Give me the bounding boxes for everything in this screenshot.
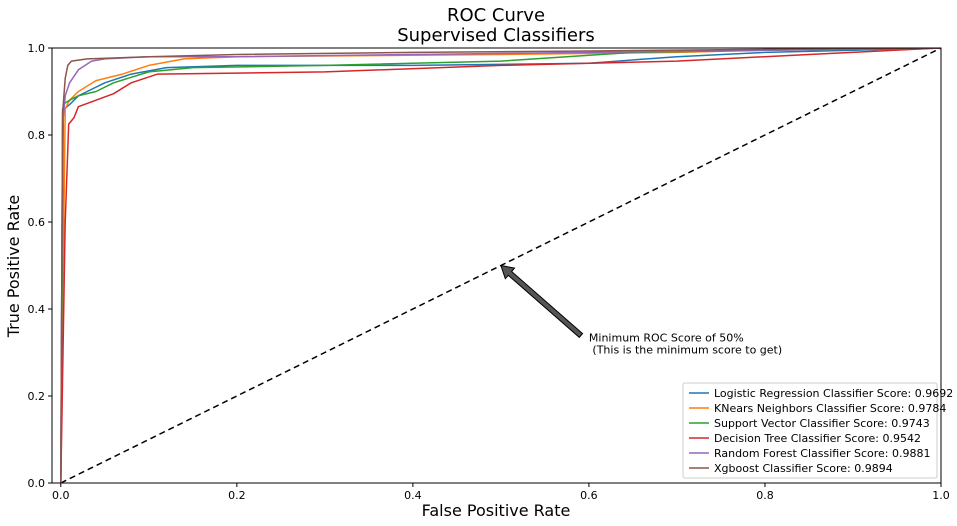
x-tick-label: 1.0	[932, 489, 950, 502]
annotation-arrow	[500, 264, 584, 339]
roc-line-series-3	[60, 48, 941, 483]
legend: Logistic Regression Classifier Score: 0.…	[682, 382, 953, 479]
y-axis-label: True Positive Rate	[4, 195, 23, 339]
legend-label-series-5: Random Forest Classifier Score: 0.9881	[714, 447, 931, 460]
plot-area: Minimum ROC Score of 50% (This is the mi…	[51, 47, 942, 484]
roc-line-series-6	[60, 48, 941, 483]
y-tick-label: 0.0	[28, 477, 46, 490]
x-axis-ticks: 0.0 0.2 0.4 0.6 0.8 1.0	[52, 483, 950, 502]
annotation-text-line1: Minimum ROC Score of 50%	[589, 332, 744, 345]
chart-title-line2: Supervised Classifiers	[397, 25, 595, 46]
x-tick-label: 0.2	[228, 489, 246, 502]
y-tick-label: 0.2	[28, 390, 46, 403]
plot-frame	[51, 47, 942, 484]
x-axis-label: False Positive Rate	[422, 501, 571, 520]
y-tick-label: 0.6	[28, 216, 46, 229]
annotation-text-line2: (This is the minimum score to get)	[589, 344, 782, 357]
y-tick-label: 0.4	[28, 303, 46, 316]
y-tick-label: 1.0	[28, 42, 46, 55]
y-axis-ticks: 0.0 0.2 0.4 0.6 0.8 1.0	[28, 42, 52, 490]
x-tick-label: 0.6	[580, 489, 598, 502]
x-tick-label: 0.4	[404, 489, 422, 502]
legend-label-series-2: KNears Neighbors Classifier Score: 0.978…	[714, 402, 946, 415]
x-tick-label: 0.8	[756, 489, 774, 502]
y-tick-label: 0.8	[28, 129, 46, 142]
x-tick-label: 0.0	[52, 489, 70, 502]
legend-label-series-6: Xgboost Classifier Score: 0.9894	[714, 462, 893, 475]
legend-label-series-4: Decision Tree Classifier Score: 0.9542	[714, 432, 921, 445]
roc-line-series-4	[60, 48, 941, 483]
legend-label-series-1: Logistic Regression Classifier Score: 0.…	[714, 387, 953, 400]
legend-box	[682, 382, 938, 479]
legend-label-series-3: Support Vector Classifier Score: 0.9743	[714, 417, 930, 430]
chart-title-line1: ROC Curve	[447, 5, 545, 26]
